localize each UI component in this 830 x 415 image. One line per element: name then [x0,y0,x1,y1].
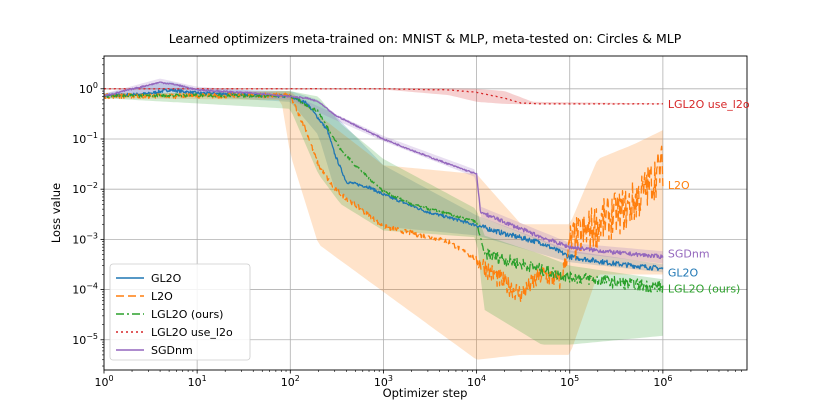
series-end-label-4: SGDnm [668,248,710,261]
x-tick-label-base: 10 [188,376,202,389]
series-end-label-3: LGL2O use_l2o [668,98,750,111]
y-tick-label-exponent: −4 [86,282,98,291]
legend-item-2: LGL2O (ours) [151,308,223,321]
y-tick-label-base: 10 [79,83,93,96]
x-tick-label-exponent: 2 [295,374,300,383]
x-tick-label-exponent: 5 [574,374,579,383]
y-tick-label-exponent: −1 [86,131,98,140]
y-tick-label: 10−2 [72,181,98,196]
legend-item-1: L2O [151,290,173,303]
band-2 [104,91,663,345]
legend-item-0: GL2O [151,272,182,285]
x-tick-label: 106 [653,374,672,389]
y-tick-label: 10−5 [72,332,98,347]
x-tick-label-base: 10 [467,376,481,389]
legend-item-4: SGDnm [151,344,193,357]
y-tick-label-exponent: −2 [86,181,98,190]
series-end-label-1: L2O [668,179,690,192]
legend-item-3: LGL2O use_l2o [151,326,233,339]
grid [103,56,747,370]
y-tick-label: 10−4 [72,282,98,297]
y-tick-label-base: 10 [72,334,86,347]
x-tick-label: 100 [94,374,113,389]
y-tick-label: 10−1 [72,131,98,146]
legend: GL2O L2O LGL2O (ours) LGL2O use_l2o SGDnm [109,263,251,361]
series-end-labels: GL2O L2O LGL2O (ours) LGL2O use_l2o SGDnm [668,98,750,296]
x-tick-label-exponent: 6 [667,374,672,383]
series-lines [104,81,664,304]
x-tick-label-base: 10 [281,376,295,389]
y-tick-label-exponent: −5 [86,332,98,341]
x-tick-label-exponent: 3 [388,374,393,383]
y-tick-label-base: 10 [72,133,86,146]
x-axis-label: Optimizer step [383,386,468,400]
x-axis: 100 101 102 103 104 105 106 [94,370,742,389]
y-tick-label: 10−3 [72,231,98,246]
chart-title: Learned optimizers meta-trained on: MNIS… [169,31,682,46]
y-tick-label-base: 10 [72,284,86,297]
y-axis-label: Loss value [49,183,63,243]
series-line-1 [104,92,664,304]
y-tick-label-exponent: −3 [86,231,98,240]
x-tick-label: 102 [281,374,300,389]
series-line-4 [104,81,664,260]
x-tick-label: 105 [560,374,579,389]
x-tick-label: 101 [188,374,207,389]
band-0 [104,81,663,273]
plot-frame [103,55,748,371]
series-end-label-0: GL2O [668,266,699,279]
y-tick-label-exponent: 0 [93,81,98,90]
x-tick-label-base: 10 [374,376,388,389]
y-tick-label: 100 [79,81,98,96]
band-3 [104,88,663,105]
y-tick-label-base: 10 [72,183,86,196]
legend-box [109,263,251,361]
x-tick-label-exponent: 4 [481,374,486,383]
y-tick-label-base: 10 [72,233,86,246]
x-tick-label: 104 [467,374,486,389]
x-tick-label-base: 10 [560,376,574,389]
x-tick-label-base: 10 [653,376,667,389]
x-tick-label: 103 [374,374,393,389]
x-tick-label-exponent: 0 [108,374,113,383]
x-tick-label-base: 10 [94,376,108,389]
x-tick-label-exponent: 1 [202,374,207,383]
series-end-label-2: LGL2O (ours) [668,283,740,296]
